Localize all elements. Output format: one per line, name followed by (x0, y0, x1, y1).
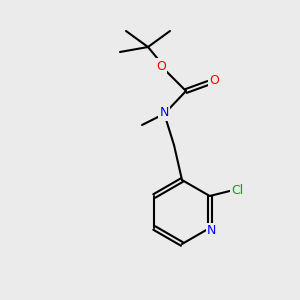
Text: Cl: Cl (232, 184, 244, 197)
Text: O: O (209, 74, 219, 88)
Text: N: N (207, 224, 216, 238)
Text: O: O (156, 59, 166, 73)
Text: N: N (159, 106, 169, 119)
